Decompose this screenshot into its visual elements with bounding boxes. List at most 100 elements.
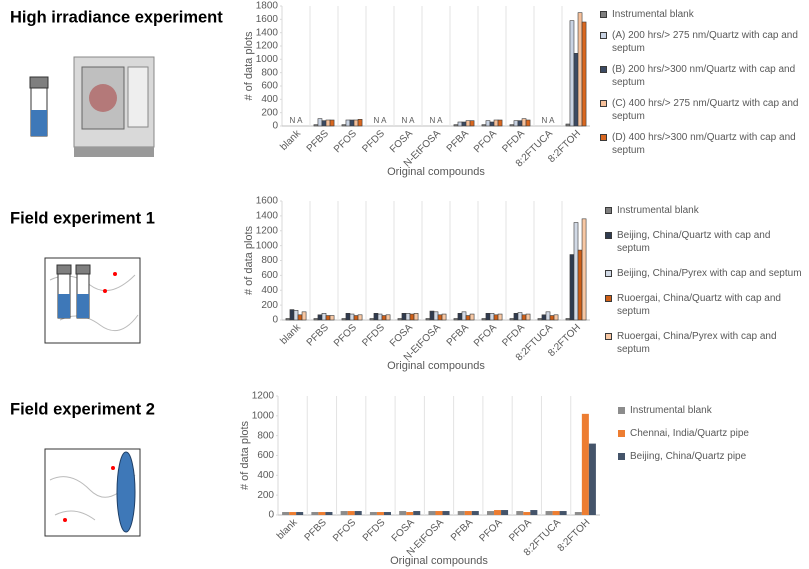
x-tick-label: PFOA <box>472 322 499 349</box>
y-tick-label: 1200 <box>256 41 279 52</box>
y-tick-label: 400 <box>261 285 278 296</box>
x-tick-label: PFOA <box>477 517 504 544</box>
x-tick-label: 8:2FTOH <box>556 517 593 554</box>
y-tick-label: 1000 <box>252 410 275 421</box>
legend-label: (C) 400 hrs/> 275 nm/Quartz with cap and… <box>612 97 800 123</box>
bar <box>466 121 470 126</box>
y-tick-label: 400 <box>257 470 274 481</box>
legend-label: Beijing, China/Pyrex with cap and septum <box>617 267 802 280</box>
missing-label: N A <box>290 116 304 125</box>
bar <box>294 310 298 320</box>
bar <box>554 315 558 320</box>
bar <box>454 319 458 320</box>
legend-label: (D) 400 hrs/>300 nm/Quartz with cap and … <box>612 131 800 157</box>
legend-label: Ruoergai, China/Pyrex with cap and septu… <box>617 330 805 356</box>
legend-label: (B) 200 hrs/>300 nm/Quartz with cap and … <box>612 63 800 89</box>
map-icon <box>45 449 140 536</box>
bar <box>326 316 330 320</box>
map-icon <box>45 258 140 343</box>
bar <box>330 120 334 126</box>
legend-swatch <box>605 232 612 239</box>
y-tick-label: 0 <box>272 315 278 326</box>
bar <box>526 120 530 126</box>
bar <box>458 313 462 320</box>
bar <box>298 315 302 320</box>
bar <box>462 312 466 320</box>
bar <box>286 319 290 320</box>
bar <box>358 315 362 320</box>
legend-swatch <box>605 333 612 340</box>
y-tick-label: 600 <box>257 450 274 461</box>
bar <box>413 511 420 515</box>
bar <box>406 512 413 515</box>
bar <box>510 125 514 126</box>
bar <box>354 120 358 126</box>
y-axis-label: # of data plots <box>239 420 251 490</box>
bar <box>377 512 384 515</box>
bar <box>458 122 462 126</box>
y-tick-label: 1000 <box>256 240 279 251</box>
figure: High irradiance experiment02004006008001… <box>0 0 809 569</box>
y-tick-label: 1000 <box>256 54 279 65</box>
bar <box>487 511 494 515</box>
legend-item: (C) 400 hrs/> 275 nm/Quartz with cap and… <box>600 97 800 123</box>
bar <box>382 316 386 320</box>
x-tick-label: blank <box>275 517 300 542</box>
y-tick-label: 1200 <box>256 225 279 236</box>
y-tick-label: 600 <box>261 81 278 92</box>
bar <box>575 512 582 515</box>
bar <box>314 125 318 126</box>
bar <box>490 122 494 126</box>
x-tick-label: PFDA <box>507 517 534 544</box>
bar <box>443 511 450 515</box>
legend-swatch <box>605 270 612 277</box>
bar <box>384 512 391 515</box>
bar <box>490 313 494 320</box>
bar <box>326 120 330 126</box>
bar <box>325 512 332 515</box>
bar <box>430 311 434 320</box>
legend-swatch <box>618 453 625 460</box>
bar <box>462 122 466 126</box>
vial-icon <box>30 77 48 136</box>
bar <box>466 316 470 320</box>
bar <box>510 319 514 320</box>
bar <box>560 511 567 515</box>
bar <box>290 310 294 320</box>
bar <box>526 314 530 320</box>
y-tick-label: 1400 <box>256 211 279 222</box>
y-tick-label: 200 <box>257 490 274 501</box>
bar <box>458 511 465 515</box>
missing-label: N A <box>402 116 416 125</box>
y-tick-label: 1200 <box>252 391 275 402</box>
bar <box>538 319 542 320</box>
bar <box>426 319 430 320</box>
x-tick-label: PFDS <box>361 517 388 544</box>
bar <box>570 255 574 320</box>
bar <box>311 512 318 515</box>
bar <box>570 21 574 126</box>
y-tick-label: 0 <box>272 121 278 132</box>
x-tick-label: PFBS <box>303 517 329 543</box>
bar <box>494 120 498 126</box>
legend-item: Instrumental blank <box>605 204 805 217</box>
bar <box>494 315 498 320</box>
y-tick-label: 1600 <box>256 14 279 25</box>
bar <box>402 313 406 320</box>
bar <box>354 316 358 320</box>
bar <box>454 125 458 126</box>
x-tick-label: PFBS <box>305 128 331 154</box>
bar <box>498 120 502 126</box>
bar <box>465 511 472 515</box>
legend-item: Beijing, China/Quartz with cap and septu… <box>605 229 805 255</box>
legend-label: Beijing, China/Quartz pipe <box>630 450 746 463</box>
bar <box>498 314 502 320</box>
bar <box>494 510 501 515</box>
y-tick-label: 200 <box>261 107 278 118</box>
legend-swatch <box>600 100 607 107</box>
bar <box>414 313 418 320</box>
bar <box>582 219 586 320</box>
x-tick-label: PFOS <box>331 517 358 544</box>
x-tick-label: PFBA <box>449 517 475 543</box>
bar <box>578 250 582 320</box>
